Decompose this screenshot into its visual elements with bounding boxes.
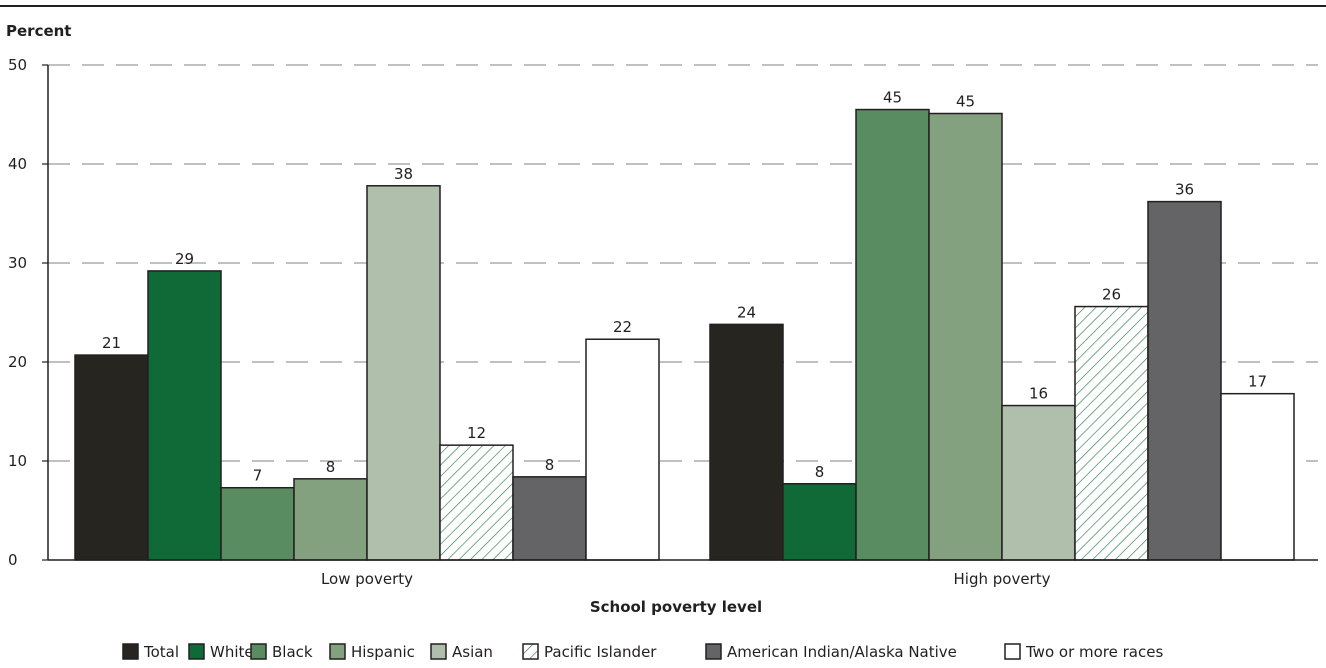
category-label: Low poverty [321,570,413,588]
data-label: 7 [253,467,263,485]
y-tick-label: 30 [8,254,27,272]
bar [293,478,368,561]
bar [1074,305,1149,561]
category-labels: Low poverty High poverty [321,570,1051,588]
legend-swatch [122,643,139,660]
data-label: 8 [545,456,555,474]
legend-item: White [188,643,254,661]
y-tick-label: 10 [8,452,27,470]
y-tick-labels: 0 10 20 30 40 50 [8,56,48,569]
legend-item: Hispanic [329,643,415,661]
legend-swatch [522,643,539,660]
legend-item: Total [122,643,179,661]
y-axis-label: Percent [6,22,71,40]
data-label: 22 [613,318,632,336]
legend-label: Two or more races [1025,643,1163,661]
data-label: 38 [394,165,413,183]
bar [1220,392,1295,561]
data-label: 16 [1029,385,1048,403]
legend-swatch [329,643,346,660]
bar [366,185,441,561]
legend-item: Two or more races [1004,643,1163,661]
data-label: 45 [956,93,975,111]
y-tick-label: 50 [8,56,27,74]
bar [512,476,587,561]
legend-swatch [250,643,267,660]
legend-label: White [210,643,254,661]
legend-label: American Indian/Alaska Native [727,643,957,661]
legend-item: American Indian/Alaska Native [705,643,957,661]
y-tick-label: 40 [8,155,27,173]
legend-label: Asian [452,643,493,661]
legend-swatch [188,643,205,660]
data-label: 36 [1175,181,1194,199]
data-label: 24 [737,303,756,321]
legend: Total White Black Hispanic Asian Pacific Isla… [122,643,1163,661]
y-tick-label: 20 [8,353,27,371]
data-label: 8 [326,458,336,476]
bar [709,323,784,561]
bar [782,483,857,561]
data-label: 12 [467,424,486,442]
bar [855,108,930,561]
data-label: 29 [175,250,194,268]
bar [585,338,660,561]
bar [439,444,514,561]
data-label: 45 [883,89,902,107]
legend-item: Black [250,643,313,661]
legend-swatch [705,643,722,660]
legend-item: Asian [430,643,493,661]
data-label: 17 [1248,373,1267,391]
bar [1147,200,1222,561]
legend-label: Hispanic [351,643,415,661]
bar [147,270,222,561]
bar [220,486,295,561]
y-tick-label: 0 [8,551,18,569]
data-label: 21 [102,334,121,352]
bar [74,354,149,561]
legend-label: Total [143,643,179,661]
legend-swatch [1004,643,1021,660]
bar [928,112,1003,561]
legend-item: Pacific Islander [522,643,657,661]
bar [1001,404,1076,561]
category-label: High poverty [954,570,1051,588]
legend-label: Pacific Islander [544,643,657,661]
bars [74,108,1295,561]
data-label: 26 [1102,286,1121,304]
data-labels: 21 29 7 8 38 12 8 22 24 8 45 45 16 26 36 17 [102,89,1267,485]
legend-swatch [430,643,447,660]
legend-label: Black [272,643,313,661]
x-axis-title: School poverty level [590,598,762,616]
data-label: 8 [815,463,825,481]
